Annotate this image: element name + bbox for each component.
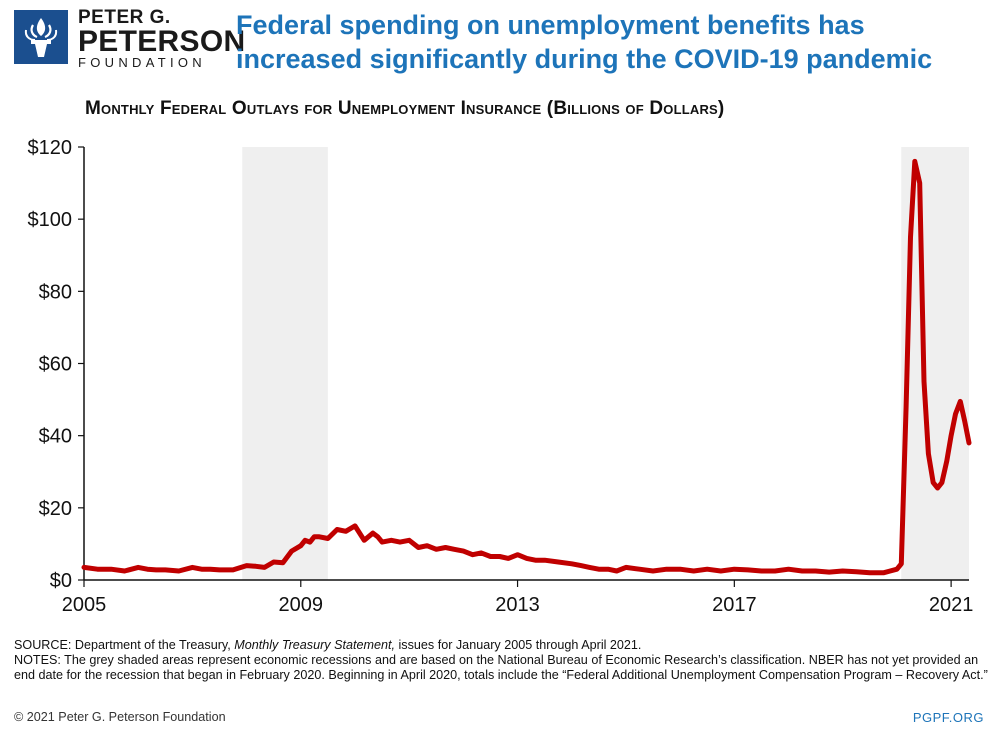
- series: [81, 158, 972, 576]
- notes: SOURCE: Department of the Treasury, Mont…: [14, 638, 989, 683]
- x-tick-label: 2005: [62, 594, 107, 616]
- tick-labels: $0 $20 $40 $60 $80 $100 $120 2005 2009 2013 2017 20…: [28, 137, 974, 616]
- logo-mark: [14, 10, 68, 64]
- y-tick-label: $80: [39, 281, 72, 303]
- y-tick-label: $0: [50, 570, 72, 592]
- torch-icon: [24, 18, 58, 57]
- x-tick-label: 2021: [929, 594, 974, 616]
- x-tick-label: 2013: [495, 594, 540, 616]
- chart-title: Monthly Federal Outlays for Unemployment…: [85, 98, 725, 119]
- source-line: SOURCE: Department of the Treasury, Mont…: [14, 638, 989, 653]
- logo-line2: PETERSON: [78, 25, 246, 58]
- x-tick-label: 2009: [279, 594, 324, 616]
- y-tick-label: $40: [39, 426, 72, 448]
- recession-bands: [242, 147, 969, 580]
- y-tick-label: $100: [28, 209, 73, 231]
- line-chart: $0 $20 $40 $60 $80 $100 $120 2005 2009 2013 2017 20…: [28, 137, 974, 616]
- logo-line1: PETER G.: [78, 7, 171, 28]
- headline: Federal spending on unemployment benefit…: [236, 10, 933, 74]
- y-tick-label: $20: [39, 498, 72, 520]
- axes: [83, 147, 969, 581]
- notes-text: NOTES: The grey shaded areas represent e…: [14, 653, 988, 682]
- logo-line3: FOUNDATION: [78, 55, 206, 70]
- site-link[interactable]: PGPF.ORG: [912, 710, 984, 725]
- source-italic: Monthly Treasury Statement,: [234, 638, 395, 652]
- source-label: SOURCE:: [14, 638, 75, 652]
- logo-wordmark: PETER G. PETERSON FOUNDATION: [78, 8, 245, 71]
- copyright: © 2021 Peter G. Peterson Foundation: [14, 710, 226, 724]
- x-tick-label: 2017: [712, 594, 757, 616]
- source-text-2: issues for January 2005 through April 20…: [395, 638, 642, 652]
- source-text-1: Department of the Treasury,: [74, 638, 235, 652]
- y-tick-label: $60: [39, 354, 72, 376]
- series-line-1: [81, 158, 972, 576]
- y-tick-label: $120: [28, 137, 73, 159]
- recession-band-1: [242, 147, 328, 580]
